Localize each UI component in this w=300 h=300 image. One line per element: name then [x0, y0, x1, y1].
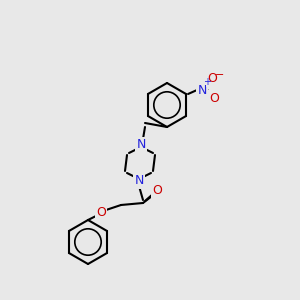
- Text: O: O: [96, 206, 106, 220]
- Text: N: N: [134, 175, 144, 188]
- Text: O: O: [152, 184, 162, 197]
- Text: N: N: [197, 83, 207, 97]
- Text: −: −: [214, 70, 224, 80]
- Text: N: N: [136, 139, 146, 152]
- Text: O: O: [207, 73, 217, 85]
- Text: +: +: [203, 77, 211, 87]
- Text: O: O: [209, 92, 219, 104]
